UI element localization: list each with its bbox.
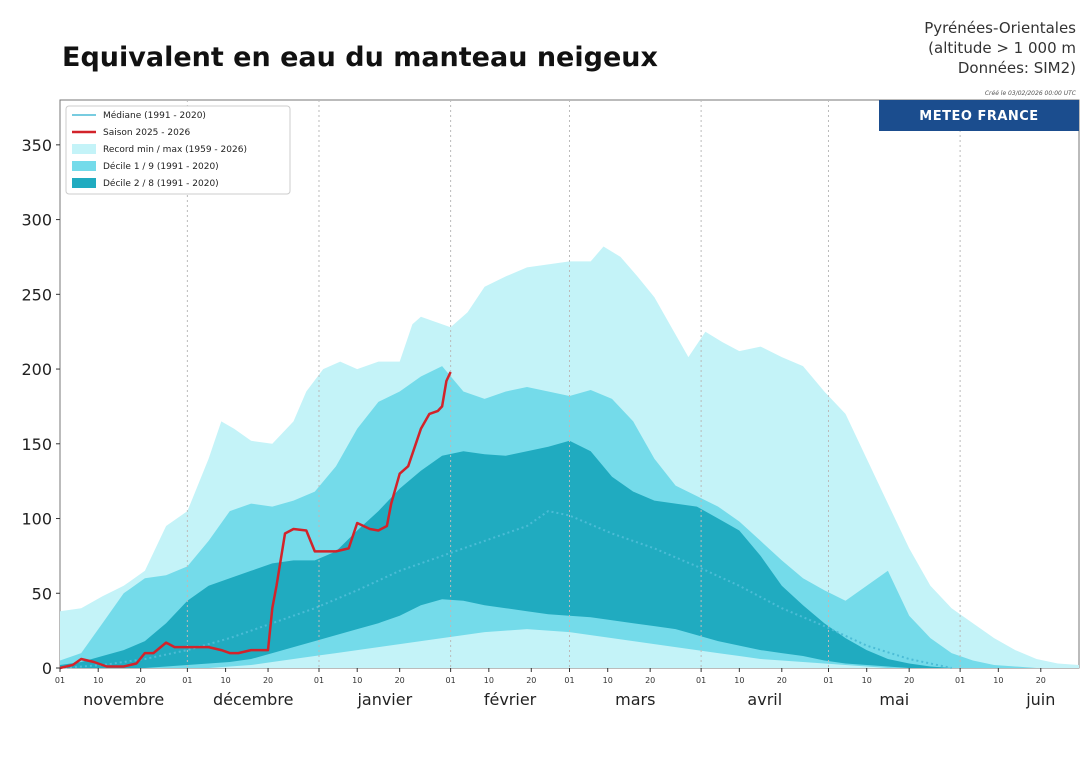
decile-2-8-band <box>60 440 952 668</box>
x-day-label: 10 <box>484 676 494 685</box>
x-day-label: 01 <box>823 676 833 685</box>
chart-title: Equivalent en eau du manteau neigeux <box>62 42 658 73</box>
x-day-label: 10 <box>862 676 872 685</box>
x-day-label: 10 <box>603 676 613 685</box>
month-label: décembre <box>213 690 293 709</box>
y-tick-label: 0 <box>42 659 52 678</box>
month-label: novembre <box>83 690 164 709</box>
x-day-label: 01 <box>314 676 324 685</box>
y-tick-label: 350 <box>21 136 52 155</box>
month-label: mai <box>879 690 909 709</box>
x-day-label: 01 <box>955 676 965 685</box>
legend-label: Record min / max (1959 - 2026) <box>103 145 247 155</box>
brand-badge: METEO FRANCE <box>879 100 1079 131</box>
x-day-label: 01 <box>446 676 456 685</box>
x-day-label: 01 <box>696 676 706 685</box>
legend-patch-swatch <box>72 144 96 154</box>
x-day-label: 20 <box>1036 676 1046 685</box>
month-label: avril <box>747 690 782 709</box>
month-label: janvier <box>356 690 412 709</box>
brand-logo-text: METEO FRANCE <box>919 109 1038 124</box>
legend: Médiane (1991 - 2020) Saison 2025 - 2026 R… <box>65 105 291 195</box>
legend-label: Médiane (1991 - 2020) <box>103 110 206 121</box>
legend-patch-swatch <box>72 178 96 188</box>
region-line-2: (altitude > 1 000 m <box>928 39 1076 57</box>
legend-label: Décile 2 / 8 (1991 - 2020) <box>103 178 219 189</box>
median-line <box>59 510 952 669</box>
x-day-label: 20 <box>645 676 655 685</box>
x-day-label: 20 <box>904 676 914 685</box>
y-tick-label: 200 <box>21 360 52 379</box>
y-tick-label: 100 <box>21 510 52 529</box>
y-tick-label: 50 <box>32 584 52 603</box>
y-tick-label: 250 <box>21 285 52 304</box>
legend-label: Décile 1 / 9 (1991 - 2020) <box>103 161 219 172</box>
legend-box <box>65 105 291 195</box>
y-tick-label: 150 <box>21 435 52 454</box>
x-day-label: 10 <box>352 676 362 685</box>
month-label: février <box>484 690 537 709</box>
month-label: mars <box>615 690 655 709</box>
region-line-3: Données: SIM2) <box>957 59 1076 77</box>
x-day-label: 10 <box>93 676 103 685</box>
x-day-label: 20 <box>526 676 536 685</box>
x-day-label: 10 <box>993 676 1003 685</box>
month-label: juin <box>1025 690 1055 709</box>
x-day-label: 01 <box>55 676 65 685</box>
y-tick-label: 300 <box>21 211 52 230</box>
x-day-label: 20 <box>395 676 405 685</box>
x-day-label: 01 <box>564 676 574 685</box>
x-day-label: 10 <box>734 676 744 685</box>
x-day-label: 01 <box>182 676 192 685</box>
x-day-label: 20 <box>136 676 146 685</box>
brand-background <box>879 100 1079 131</box>
legend-patch-swatch <box>72 161 96 171</box>
created-timestamp: Créé le 03/02/2026 00:00 UTC <box>984 90 1076 97</box>
season-line <box>59 371 452 670</box>
x-day-label: 10 <box>220 676 230 685</box>
region-line-1: Pyrénées-Orientales <box>924 19 1076 37</box>
legend-label: Saison 2025 - 2026 <box>103 128 191 138</box>
x-day-label: 20 <box>777 676 787 685</box>
region-info: Pyrénées-Orientales (altitude > 1 000 m … <box>924 18 1076 78</box>
x-day-label: 20 <box>263 676 273 685</box>
